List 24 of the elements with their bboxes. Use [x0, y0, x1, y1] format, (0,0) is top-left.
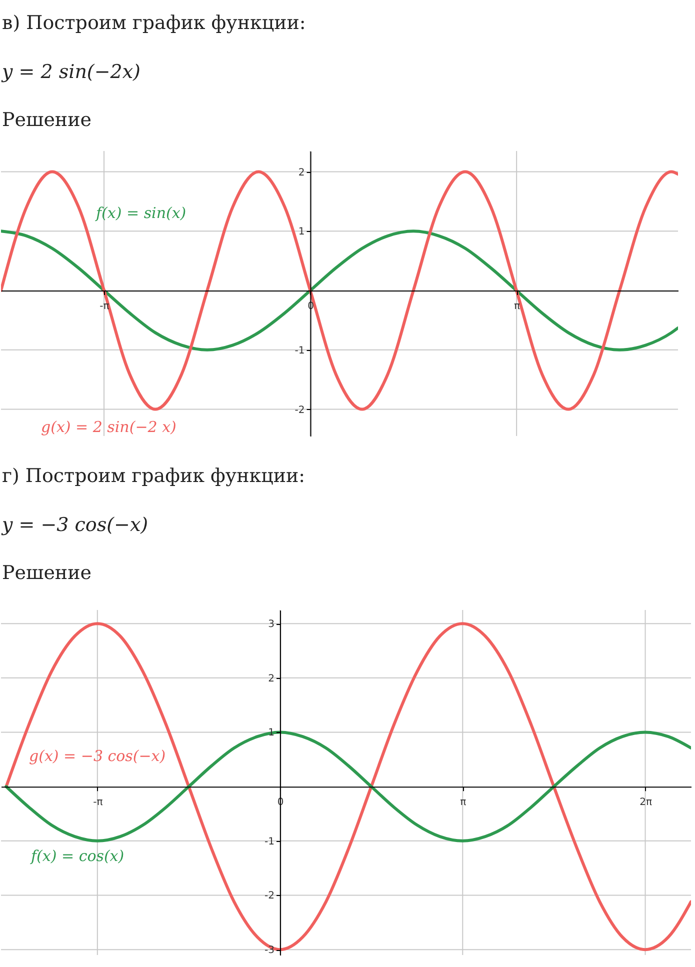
series-label: f(x) = cos(x) — [30, 847, 124, 865]
y-tick-label: 2 — [268, 673, 275, 684]
y-tick-label: 3 — [268, 619, 275, 630]
x-tick-label: π — [514, 301, 520, 312]
x-tick-label: π — [460, 797, 466, 808]
text: Решение — [1, 108, 93, 133]
series-label: g(x) = −3 cos(−x) — [29, 747, 166, 765]
line-series — [1, 170, 678, 411]
text: f(x) = sin(x) — [95, 204, 186, 222]
chart-title: в) Построим график функции: — [1, 11, 307, 36]
text: Решение — [1, 561, 93, 586]
chart-subtitle: y = 2 sin(−2x) — [0, 60, 142, 85]
y-tick-label: -3 — [264, 945, 275, 956]
x-tick-label: -π — [93, 797, 103, 808]
x-tick-label: 2π — [640, 797, 652, 808]
y-tick-label: -1 — [264, 836, 275, 848]
series-label: g(x) = 2 sin(−2 x) — [41, 418, 177, 436]
y-tick-label: -2 — [294, 404, 305, 416]
y-tick-label: -2 — [264, 890, 275, 902]
chart-subtitle: y = −3 cos(−x) — [0, 513, 150, 538]
y-tick-label: 1 — [298, 226, 305, 238]
chart-title: г) Построим график функции: — [1, 464, 306, 489]
y-tick-label: 2 — [298, 167, 305, 178]
y-tick-label: -1 — [294, 345, 305, 356]
